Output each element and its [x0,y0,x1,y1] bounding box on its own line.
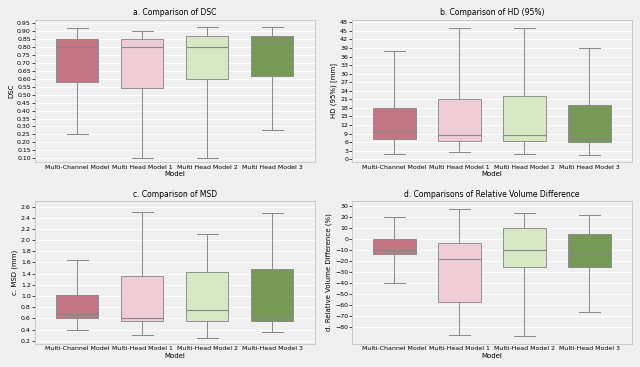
PathPatch shape [373,239,415,254]
PathPatch shape [503,228,545,267]
Y-axis label: DSC: DSC [8,84,14,98]
PathPatch shape [251,36,293,76]
PathPatch shape [121,39,163,88]
PathPatch shape [251,269,293,321]
PathPatch shape [56,39,99,82]
PathPatch shape [186,36,228,79]
PathPatch shape [373,108,415,139]
Title: d. Comparisons of Relative Volume Difference: d. Comparisons of Relative Volume Differ… [404,190,580,199]
X-axis label: Model: Model [164,353,185,359]
PathPatch shape [186,272,228,321]
Title: b. Comparison of HD (95%): b. Comparison of HD (95%) [440,8,544,17]
PathPatch shape [56,295,99,318]
PathPatch shape [568,234,611,267]
Title: a. Comparison of DSC: a. Comparison of DSC [133,8,216,17]
Y-axis label: d. Relative Volume Difference (%): d. Relative Volume Difference (%) [326,213,332,331]
X-axis label: Model: Model [481,171,502,177]
X-axis label: Model: Model [164,171,185,177]
Y-axis label: c. MSD (mm): c. MSD (mm) [12,250,18,295]
PathPatch shape [503,97,545,141]
PathPatch shape [438,99,481,141]
X-axis label: Model: Model [481,353,502,359]
Y-axis label: HD (95%) [mm]: HD (95%) [mm] [330,63,337,118]
PathPatch shape [568,105,611,142]
PathPatch shape [121,276,163,321]
PathPatch shape [438,243,481,302]
Title: c. Comparison of MSD: c. Comparison of MSD [132,190,217,199]
